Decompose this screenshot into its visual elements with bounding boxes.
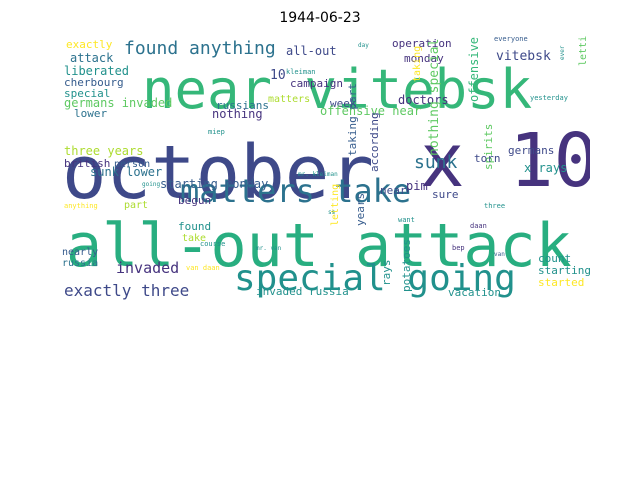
cloud-word-special: special: [64, 87, 110, 100]
figure-title: 1944-06-23: [279, 10, 361, 26]
cloud-word-nearly: nearly: [62, 247, 98, 258]
cloud-word-russia: russia: [62, 258, 98, 269]
cloud-word-torn: torn: [474, 152, 501, 165]
cloud-word-exactly-three: exactly three: [64, 281, 189, 300]
cloud-word-sunk-lower: sunk lower: [90, 165, 162, 179]
cloud-word-cherbourg: cherbourg: [64, 76, 124, 89]
cloud-word-course: course: [200, 240, 225, 248]
cloud-word-germans-invaded: germans invaded: [64, 96, 172, 110]
cloud-word-exactly: exactly: [66, 38, 113, 51]
cloud-word-all-out: all-out: [286, 44, 337, 58]
cloud-word-campaign: campaign: [290, 77, 343, 90]
cloud-word-vacation: vacation: [448, 286, 501, 299]
cloud-word-nothing: nothing: [212, 107, 263, 121]
cloud-word-rays: rays: [380, 260, 393, 287]
cloud-word-ever: ever: [559, 45, 566, 60]
cloud-word-kleiman: kleiman: [286, 68, 316, 76]
cloud-word-monday: monday: [404, 52, 444, 65]
cloud-word-van: van: [494, 251, 505, 258]
cloud-word-invaded-russia: invaded russia: [256, 285, 349, 298]
cloud-word-matters: matters: [268, 94, 310, 105]
cloud-word-x10: x 10: [420, 118, 590, 204]
cloud-word-british: british: [64, 157, 110, 170]
cloud-word-count: count: [538, 252, 571, 265]
cloud-word-three: three: [484, 202, 505, 210]
cloud-word-attack: attack: [70, 51, 114, 65]
cloud-word-van-daan: van daan: [186, 264, 220, 272]
cloud-word-invaded: invaded: [116, 259, 179, 277]
cloud-word-take: take: [182, 233, 206, 244]
cloud-word-potatoes: potatoes: [400, 239, 413, 292]
cloud-word-mr-kleiman: mr. kleiman: [298, 171, 338, 178]
cloud-word-operation: operation: [392, 37, 452, 50]
cloud-word-daan: daan: [470, 222, 487, 230]
cloud-word-want: want: [398, 216, 415, 224]
cloud-word-matters-take: matters take: [180, 172, 411, 210]
cloud-word-pim: pim: [406, 179, 428, 193]
cloud-word-week: week: [330, 97, 357, 110]
cloud-word-starting: starting: [538, 264, 590, 277]
cloud-word-bep: bep: [452, 244, 465, 252]
cloud-word-found: found: [178, 220, 211, 233]
cloud-word-near: near: [380, 184, 407, 197]
cloud-word-according: according: [368, 112, 381, 172]
cloud-word-anything: anything: [64, 202, 98, 210]
cloud-word-three-years: three years: [64, 144, 143, 158]
cloud-word-nothing-special: nothing special: [427, 39, 442, 156]
cloud-word-begun: begun: [178, 194, 211, 207]
cloud-word-taking: taking: [412, 46, 423, 82]
cloud-word-vitebsk: vitebsk: [496, 49, 551, 64]
cloud-word-sunk: sunk: [414, 152, 458, 173]
cloud-word-taking-part: taking part: [346, 83, 359, 156]
cloud-word-started: started: [538, 276, 584, 289]
cloud-word-russians: russians: [216, 99, 269, 112]
cloud-word-letting: letting: [330, 184, 341, 226]
cloud-word-october: october: [62, 130, 374, 216]
cloud-word-offensive-near: offensive near: [320, 104, 421, 118]
cloud-word-ss: ss: [328, 209, 336, 216]
cloud-word-starting-monday: starting monday: [160, 177, 268, 191]
cloud-word-yesterday: yesterday: [530, 94, 568, 102]
cloud-word-sure: sure: [432, 188, 459, 201]
cloud-word-spirits: spirits: [482, 124, 495, 170]
cloud-word-all-out-attack: all-out attack: [66, 211, 572, 281]
cloud-word-everyone: everyone: [494, 36, 528, 43]
cloud-word-miep: miep: [208, 128, 225, 136]
word-cloud: october near vitebsk all-out attack x 10 mat…: [60, 36, 590, 336]
cloud-word-offensive: offensive: [467, 37, 481, 102]
cloud-word-near-vitebsk: near vitebsk: [142, 58, 532, 121]
cloud-word-liberated: liberated: [64, 64, 129, 78]
cloud-word-mr-van: mr. van: [256, 245, 282, 252]
cloud-word-letting-matters: letting matters: [578, 36, 589, 66]
cloud-word-ten: 10: [270, 68, 286, 83]
cloud-word-lower: lower: [74, 107, 107, 120]
cloud-word-found-anything: found anything: [124, 38, 276, 59]
cloud-word-doctors: doctors: [398, 93, 449, 107]
cloud-word-going: going: [142, 181, 160, 188]
cloud-word-day: day: [358, 42, 369, 49]
cloud-word-x-rays: x rays: [524, 161, 567, 175]
cloud-word-person: person: [114, 159, 150, 170]
cloud-word-special-going: special going: [234, 258, 516, 299]
cloud-word-germans: germans: [508, 144, 554, 157]
cloud-word-years: years: [354, 193, 367, 226]
cloud-word-part: part: [124, 200, 148, 211]
